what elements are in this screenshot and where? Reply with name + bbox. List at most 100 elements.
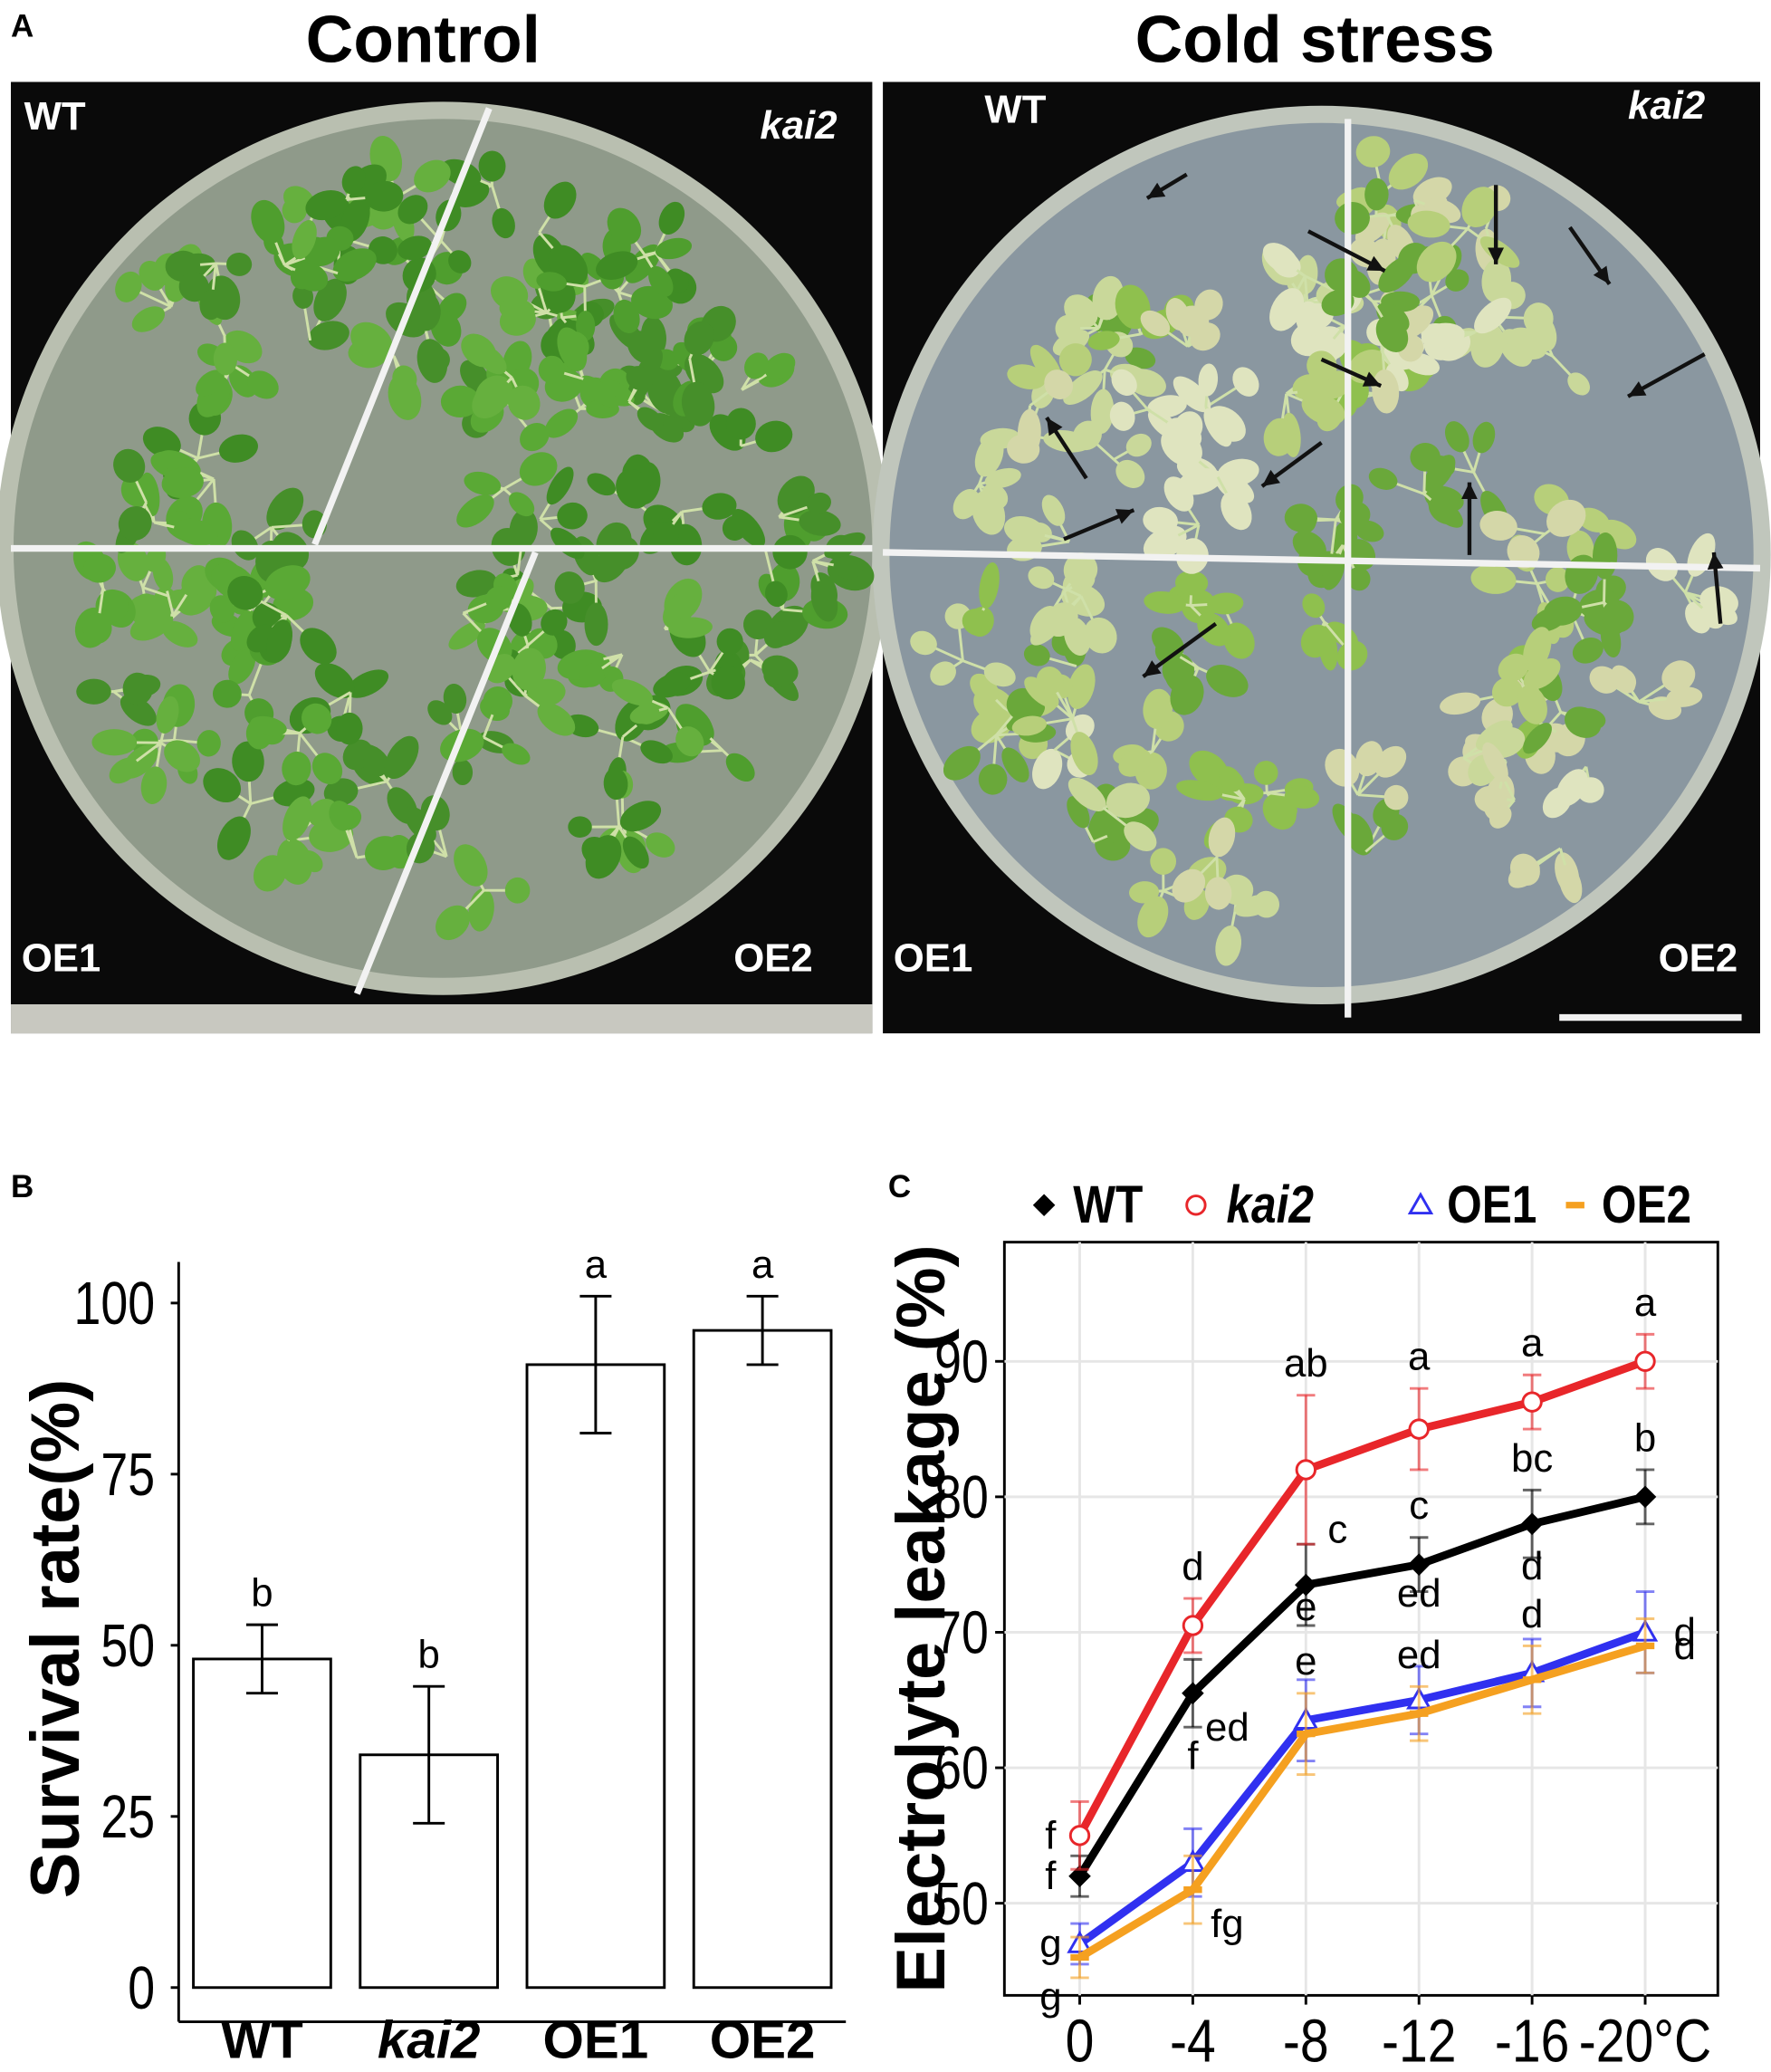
leaf	[1234, 894, 1274, 917]
leaf	[1176, 780, 1223, 801]
arrow-head	[1488, 247, 1505, 264]
leaf	[711, 666, 745, 700]
leaf	[1223, 622, 1255, 659]
leaf	[218, 434, 258, 463]
leaf	[404, 806, 436, 843]
leaf	[1208, 817, 1236, 858]
x-tick-label: WT	[221, 2010, 303, 2069]
leaf	[984, 467, 1021, 489]
leaf	[118, 505, 152, 541]
y-tick-label: 90	[934, 1328, 989, 1396]
leaf	[162, 620, 198, 648]
leaf	[1044, 602, 1078, 638]
leaf	[974, 435, 1004, 477]
leaf	[1093, 292, 1121, 321]
y-tick-label: 60	[934, 1734, 989, 1802]
significance-label: a	[585, 1242, 608, 1287]
leaf	[585, 835, 622, 879]
leaf	[82, 612, 112, 644]
leaf	[1355, 212, 1391, 245]
arrow-head	[1366, 255, 1385, 272]
leaf	[397, 195, 428, 225]
leaf	[1507, 535, 1540, 569]
leaf	[174, 518, 218, 546]
leaf	[1072, 420, 1102, 451]
leaf	[350, 321, 393, 360]
leaf	[301, 703, 332, 734]
significance-label: fg	[1211, 1902, 1244, 1946]
leaf	[140, 766, 168, 804]
leaf	[455, 570, 497, 598]
leaf	[1611, 665, 1636, 694]
significance-label: f	[1187, 1734, 1199, 1779]
leaf	[557, 327, 588, 371]
leaf	[1372, 369, 1400, 414]
leaf	[953, 488, 981, 520]
arrow-head	[1593, 265, 1610, 284]
leaf	[611, 678, 653, 706]
leaf	[1204, 877, 1232, 910]
leaf	[1292, 531, 1326, 561]
leaf	[1307, 350, 1337, 382]
y-axis-title: Survival rate(%)	[17, 1379, 94, 1898]
leaf	[1106, 782, 1150, 819]
leaf	[546, 466, 574, 505]
leaf	[681, 381, 715, 427]
leaf	[1041, 494, 1066, 526]
quadrant-label: kai2	[1628, 83, 1705, 128]
leaf	[1546, 499, 1586, 537]
leaf	[1558, 864, 1583, 904]
leaf	[1143, 688, 1173, 729]
leaf	[1032, 748, 1063, 790]
x-tick-label: OE1	[543, 2010, 649, 2069]
y-tick-label: 50	[101, 1611, 155, 1679]
significance-label: b	[251, 1571, 273, 1616]
leaf	[485, 586, 512, 611]
quadrant-label: kai2	[760, 103, 837, 148]
leaf	[1479, 511, 1517, 541]
leaf	[1111, 369, 1137, 396]
quadrant-label: WT	[24, 94, 86, 139]
leaf	[658, 201, 685, 235]
significance-label: c	[1409, 1483, 1429, 1528]
leaf	[131, 306, 166, 332]
leaf	[109, 757, 139, 784]
leaf	[543, 181, 577, 219]
leaf	[1007, 364, 1047, 389]
leaf	[504, 877, 531, 904]
x-tick-label: -20°C	[1579, 2008, 1711, 2072]
legend-label: WT	[1073, 1175, 1143, 1234]
arrow-head	[1146, 182, 1166, 198]
leaf	[443, 684, 467, 714]
leaf	[1254, 761, 1278, 785]
leaf	[1044, 369, 1074, 399]
leaf	[962, 609, 992, 637]
leaf	[653, 672, 691, 698]
leaf	[1063, 370, 1103, 405]
leaf	[764, 580, 788, 608]
marker	[1182, 1615, 1204, 1636]
bar	[525, 1363, 666, 1990]
legend-marker	[1407, 1192, 1434, 1214]
leaf	[250, 715, 287, 736]
legend-marker	[1032, 1194, 1056, 1217]
leaf	[619, 801, 662, 832]
leaf	[416, 339, 448, 383]
leaf	[1296, 301, 1322, 336]
leaf	[1084, 617, 1117, 654]
leaf	[507, 385, 541, 420]
divider	[883, 549, 1761, 572]
leaf	[1221, 492, 1252, 531]
leaf	[930, 661, 956, 686]
leaf	[142, 427, 181, 458]
x-tick-label: kai2	[378, 2010, 481, 2069]
significance-label: d	[1674, 1610, 1696, 1655]
leaf	[178, 272, 209, 302]
leaf	[1004, 515, 1046, 545]
leaf	[1336, 640, 1368, 671]
leaf	[1421, 322, 1465, 349]
leaf	[329, 801, 354, 831]
leaf	[1297, 377, 1334, 402]
panel-label: C	[888, 1169, 911, 1204]
